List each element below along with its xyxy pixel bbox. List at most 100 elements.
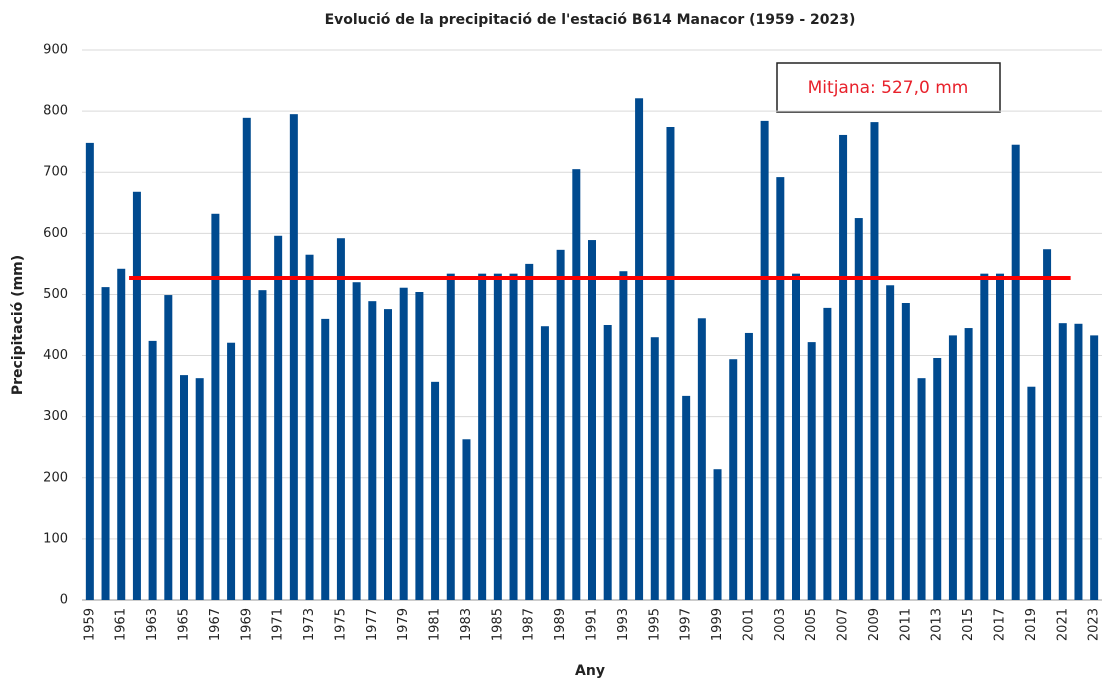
y-tick-label: 500 — [43, 287, 68, 302]
x-tick-label: 2009 — [867, 608, 882, 641]
y-tick-label: 0 — [60, 593, 68, 608]
x-tick-label: 2007 — [836, 608, 851, 641]
bar — [1074, 323, 1083, 600]
bar — [352, 282, 361, 600]
x-tick-label: 1981 — [428, 608, 443, 641]
x-tick-label: 1965 — [177, 608, 192, 641]
mean-label: Mitjana: 527,0 mm — [808, 78, 969, 98]
bar — [274, 235, 283, 600]
x-tick-label: 1977 — [365, 608, 380, 641]
bar — [666, 127, 675, 600]
x-tick-label: 2011 — [898, 608, 913, 641]
bar — [792, 273, 800, 600]
bar — [650, 337, 659, 600]
bar — [603, 325, 612, 600]
bar — [227, 342, 236, 600]
bar — [85, 142, 94, 600]
x-tick-label: 1959 — [82, 608, 97, 641]
bar — [572, 169, 581, 600]
x-tick-label: 1985 — [490, 608, 505, 641]
bar — [996, 273, 1004, 600]
x-tick-label: 2021 — [1055, 608, 1070, 641]
bar — [211, 213, 220, 600]
x-tick-label: 1999 — [710, 608, 725, 641]
y-tick-label: 400 — [43, 348, 68, 363]
bar — [195, 378, 204, 600]
y-tick-label: 600 — [43, 226, 68, 241]
bar — [180, 375, 188, 600]
x-tick-label: 1961 — [114, 608, 129, 641]
bar — [729, 359, 738, 600]
bar — [1058, 323, 1067, 600]
bar — [336, 238, 345, 600]
x-tick-label: 1993 — [616, 608, 631, 641]
y-tick-label: 100 — [43, 531, 68, 546]
bar — [682, 395, 691, 600]
bar — [540, 326, 549, 600]
bar — [509, 273, 518, 600]
x-tick-label: 2001 — [741, 608, 756, 641]
x-tick-label: 1971 — [271, 608, 286, 641]
chart-title: Evolució de la precipitació de l'estació… — [325, 12, 856, 28]
bar — [776, 177, 785, 600]
bar — [1090, 335, 1099, 600]
bar — [901, 303, 910, 600]
x-tick-label: 1975 — [333, 608, 348, 641]
y-tick-label: 300 — [43, 409, 68, 424]
y-tick-label: 200 — [43, 470, 68, 485]
x-tick-label: 1973 — [302, 608, 317, 641]
bar — [964, 328, 973, 600]
bar — [854, 218, 863, 601]
bar — [258, 290, 267, 600]
x-tick-label: 2013 — [930, 608, 945, 641]
x-tick-label: 1989 — [553, 608, 568, 641]
bar — [839, 134, 848, 600]
bar — [462, 439, 471, 600]
bar — [697, 318, 706, 600]
bar — [635, 98, 644, 601]
bar — [399, 287, 408, 600]
bar — [588, 240, 596, 601]
bar — [305, 254, 314, 600]
bar — [321, 318, 330, 600]
bar — [493, 273, 502, 600]
x-tick-label: 2019 — [1024, 608, 1039, 641]
bar — [948, 335, 957, 600]
x-tick-label: 2017 — [993, 608, 1008, 641]
bar — [446, 273, 455, 600]
bar — [164, 295, 173, 600]
x-tick-label: 1979 — [396, 608, 411, 641]
bar — [101, 287, 110, 600]
x-tick-label: 1995 — [647, 608, 662, 641]
bar — [823, 307, 832, 600]
x-tick-label: 1983 — [459, 608, 474, 641]
bar — [917, 378, 926, 600]
bar — [744, 332, 753, 600]
bar — [1027, 386, 1036, 600]
bar — [807, 342, 816, 600]
bar — [242, 117, 251, 600]
bar — [384, 309, 392, 600]
bar — [525, 263, 534, 600]
y-tick-label: 900 — [43, 43, 68, 58]
y-tick-label: 800 — [43, 104, 68, 119]
bar — [1043, 249, 1052, 600]
bar — [870, 122, 879, 600]
y-tick-label: 700 — [43, 165, 68, 180]
x-tick-label: 1969 — [239, 608, 254, 641]
bar — [619, 271, 628, 600]
bar — [760, 120, 769, 600]
x-tick-label: 2023 — [1087, 608, 1102, 641]
bar — [368, 301, 377, 600]
bar — [478, 273, 487, 600]
x-tick-label: 1991 — [585, 608, 600, 641]
x-tick-label: 1963 — [145, 608, 160, 641]
x-tick-label: 1987 — [522, 608, 537, 641]
annotation-box — [776, 62, 1001, 113]
bar — [556, 249, 565, 601]
bar — [289, 114, 298, 601]
bar — [431, 381, 440, 600]
x-tick-label: 2005 — [804, 608, 819, 641]
bar — [886, 285, 895, 600]
